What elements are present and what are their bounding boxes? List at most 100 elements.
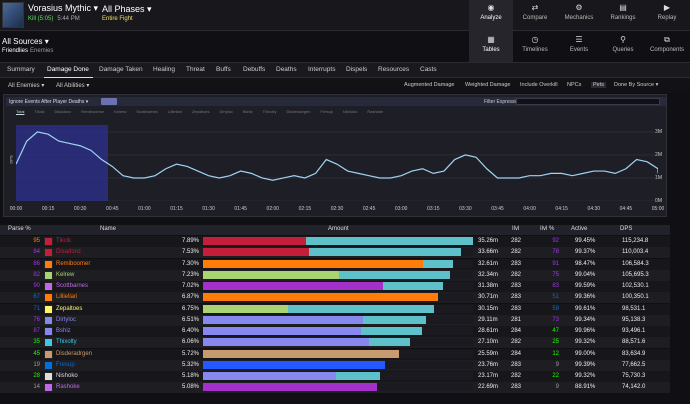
legend-item[interactable]: Disderadrgen	[286, 109, 311, 114]
tab-casts[interactable]: Casts	[420, 66, 437, 73]
table-row[interactable]: 86 Remiboomer 7.30% 32.61m 283 91 98.47% 106,58…	[0, 258, 670, 270]
y-tick-label: 3M	[655, 128, 662, 135]
dps-plot[interactable]	[16, 125, 658, 201]
legend-item[interactable]: Nishoko	[342, 109, 358, 114]
filter-expression-input[interactable]	[516, 98, 660, 105]
header-active[interactable]: Active	[571, 226, 588, 232]
tab-summary[interactable]: Summary	[7, 66, 35, 73]
table-row[interactable]: 76 Dirtyloc 6.51% 29.11m 281 73 99.34% 95,138.3	[0, 314, 670, 326]
table-row[interactable]: 71 Zepaltoes 6.75% 30.15m 283 59 99.61% 98,531.…	[0, 303, 670, 315]
table-row[interactable]: 84 Disadonz 7.53% 33.66m 282 78 99.37% 110,003.…	[0, 247, 670, 259]
header-ilvl-pct[interactable]: Ilvl %	[540, 226, 555, 232]
ilvl-value: 283	[511, 283, 522, 289]
player-name[interactable]: Bshiz	[56, 328, 71, 334]
nav-replay[interactable]: ▶ Replay	[645, 0, 689, 31]
view-tables[interactable]: ▦ Tables	[469, 31, 513, 62]
table-row[interactable]: 28 Nishoko 5.18% 23.17m 282 22 99.32% 75,730.3	[0, 371, 670, 382]
table-row[interactable]: 95 Tikcik 7.89% 35.26m 282 92 99.45% 115,234.8	[0, 236, 670, 247]
player-name[interactable]: Dirtyloc	[56, 316, 77, 323]
legend-item[interactable]: Dirtyloc	[219, 109, 233, 114]
player-name[interactable]: Tikcik	[56, 238, 72, 244]
ilvl-percent: 47	[552, 328, 559, 334]
table-row[interactable]: 90 Scottbarnes 7.02% 31.38m 283 83 99.59% 102,5…	[0, 281, 670, 292]
tab-buffs[interactable]: Buffs	[216, 66, 231, 73]
option-include-overkill[interactable]: Include Overkill	[520, 82, 558, 88]
legend-item[interactable]: Kelrew	[114, 109, 127, 114]
table-row[interactable]: 87 Bshiz 6.40% 28.61m 284 47 99.96% 93,496.1	[0, 326, 670, 337]
tab-resources[interactable]: Resources	[378, 66, 410, 73]
active-value: 99.00%	[575, 350, 596, 357]
option-pets[interactable]: Pets	[591, 82, 607, 88]
legend-item[interactable]: Zepaltoes	[191, 109, 210, 114]
table-row[interactable]: 35 Thixolty 6.06% 27.10m 282 25 99.32% 88,571.6	[0, 337, 670, 349]
table-row[interactable]: 45 Disderadrgen 5.72% 25.59m 284 12 99.00% 83,6…	[0, 348, 670, 360]
tab-threat[interactable]: Threat	[186, 66, 205, 73]
friendlies-toggle[interactable]: Friendlies	[2, 48, 29, 54]
legend-item[interactable]: Thixolty	[262, 109, 277, 114]
legend-item[interactable]: Total	[16, 109, 25, 114]
option-weighted-damage[interactable]: Weighted Damage	[465, 82, 511, 88]
header-dps[interactable]: DPS	[620, 226, 633, 232]
legend-item[interactable]: Tikcik	[34, 109, 45, 114]
option-npcs[interactable]: NPCs	[567, 82, 582, 88]
legend-item[interactable]: Scottbarnes	[136, 109, 158, 114]
amount-bar-rest	[339, 270, 451, 279]
nav-analyze[interactable]: ◉ Analyze	[469, 0, 513, 31]
class-icon	[44, 372, 53, 381]
x-tick-label: 02:30	[330, 206, 344, 212]
legend-item[interactable]: Rashoke	[367, 109, 384, 114]
view-queries[interactable]: ⚲ Queries	[601, 31, 645, 62]
header-parse[interactable]: Parse %	[8, 226, 31, 232]
amount-bar	[203, 372, 473, 380]
player-name[interactable]: Remiboomer	[56, 260, 91, 267]
tab-healing[interactable]: Healing	[153, 66, 176, 73]
option-done-by-source[interactable]: Done By Source ▾	[614, 82, 659, 88]
ignore-toggle[interactable]	[101, 98, 117, 105]
legend-item[interactable]: Remiboomer	[81, 109, 105, 114]
tab-interrupts[interactable]: Interrupts	[308, 66, 336, 73]
nav-label: Replay	[657, 15, 677, 21]
player-name[interactable]: Kelrew	[56, 271, 75, 278]
series-line-total	[16, 131, 658, 181]
legend-item[interactable]: Disadonz	[54, 109, 72, 114]
abilities-filter[interactable]: All Abilities ▾	[56, 83, 90, 89]
legend-item[interactable]: Lilliellari	[167, 109, 182, 114]
table-row[interactable]: 82 Kelrew 7.23% 32.34m 282 75 99.04% 105,695.3	[0, 269, 670, 281]
player-name[interactable]: Disderadrgen	[56, 350, 93, 357]
nav-mechanics[interactable]: ⚙ Mechanics	[557, 0, 601, 31]
legend-item[interactable]: Fresup	[320, 109, 333, 114]
nav-compare[interactable]: ⇄ Compare	[513, 0, 557, 31]
player-name[interactable]: Scottbarnes	[56, 283, 89, 289]
enemies-toggle[interactable]: Enemies	[30, 48, 54, 54]
view-events[interactable]: ☰ Events	[557, 31, 601, 62]
amount-value: 23.17m	[478, 373, 499, 379]
legend-item[interactable]: Bshiz	[242, 109, 253, 114]
source-selector[interactable]: All Sources ▾	[2, 37, 49, 46]
header-ilvl[interactable]: Ilvl	[512, 226, 520, 232]
table-row[interactable]: 67 Lilliellari 6.87% 30.71m 283 51 99.36% 100,3…	[0, 292, 670, 304]
table-row[interactable]: 19 Fresup 5.32% 23.76m 283 9 99.39% 77,662.5	[0, 359, 670, 371]
header-amount[interactable]: Amount	[328, 226, 349, 232]
tab-damage-done[interactable]: Damage Done	[47, 66, 89, 73]
tab-dispels[interactable]: Dispels	[346, 66, 368, 73]
enemies-filter[interactable]: All Enemies ▾	[8, 83, 45, 89]
tab-damage-taken[interactable]: Damage Taken	[99, 66, 143, 73]
player-name[interactable]: Nishoko	[56, 373, 78, 379]
phase-selector[interactable]: All Phases ▾	[102, 4, 152, 14]
player-name[interactable]: Disadonz	[56, 249, 82, 256]
tab-debuffs[interactable]: Debuffs	[243, 66, 266, 73]
player-name[interactable]: Zepaltoes	[56, 305, 83, 312]
header-name[interactable]: Name	[100, 226, 117, 232]
ignore-deaths-selector[interactable]: Ignore Events After Player Deaths ▾	[9, 99, 89, 105]
view-timelines[interactable]: ◷ Timelines	[513, 31, 557, 62]
player-name[interactable]: Lilliellari	[56, 294, 78, 301]
nav-rankings[interactable]: ▤ Rankings	[601, 0, 645, 31]
tab-deaths[interactable]: Deaths	[276, 66, 297, 73]
option-augmented-damage[interactable]: Augmented Damage	[404, 82, 455, 88]
view-components[interactable]: ⧉ Components	[645, 31, 689, 62]
table-row[interactable]: 14 Rashoke 5.08% 22.69m 283 9 88.91% 74,142.0	[0, 382, 670, 394]
player-name[interactable]: Thixolty	[56, 339, 77, 346]
player-name[interactable]: Fresup	[56, 361, 75, 368]
fight-name[interactable]: Vorasius Mythic ▾	[28, 3, 99, 13]
player-name[interactable]: Rashoke	[56, 384, 80, 391]
